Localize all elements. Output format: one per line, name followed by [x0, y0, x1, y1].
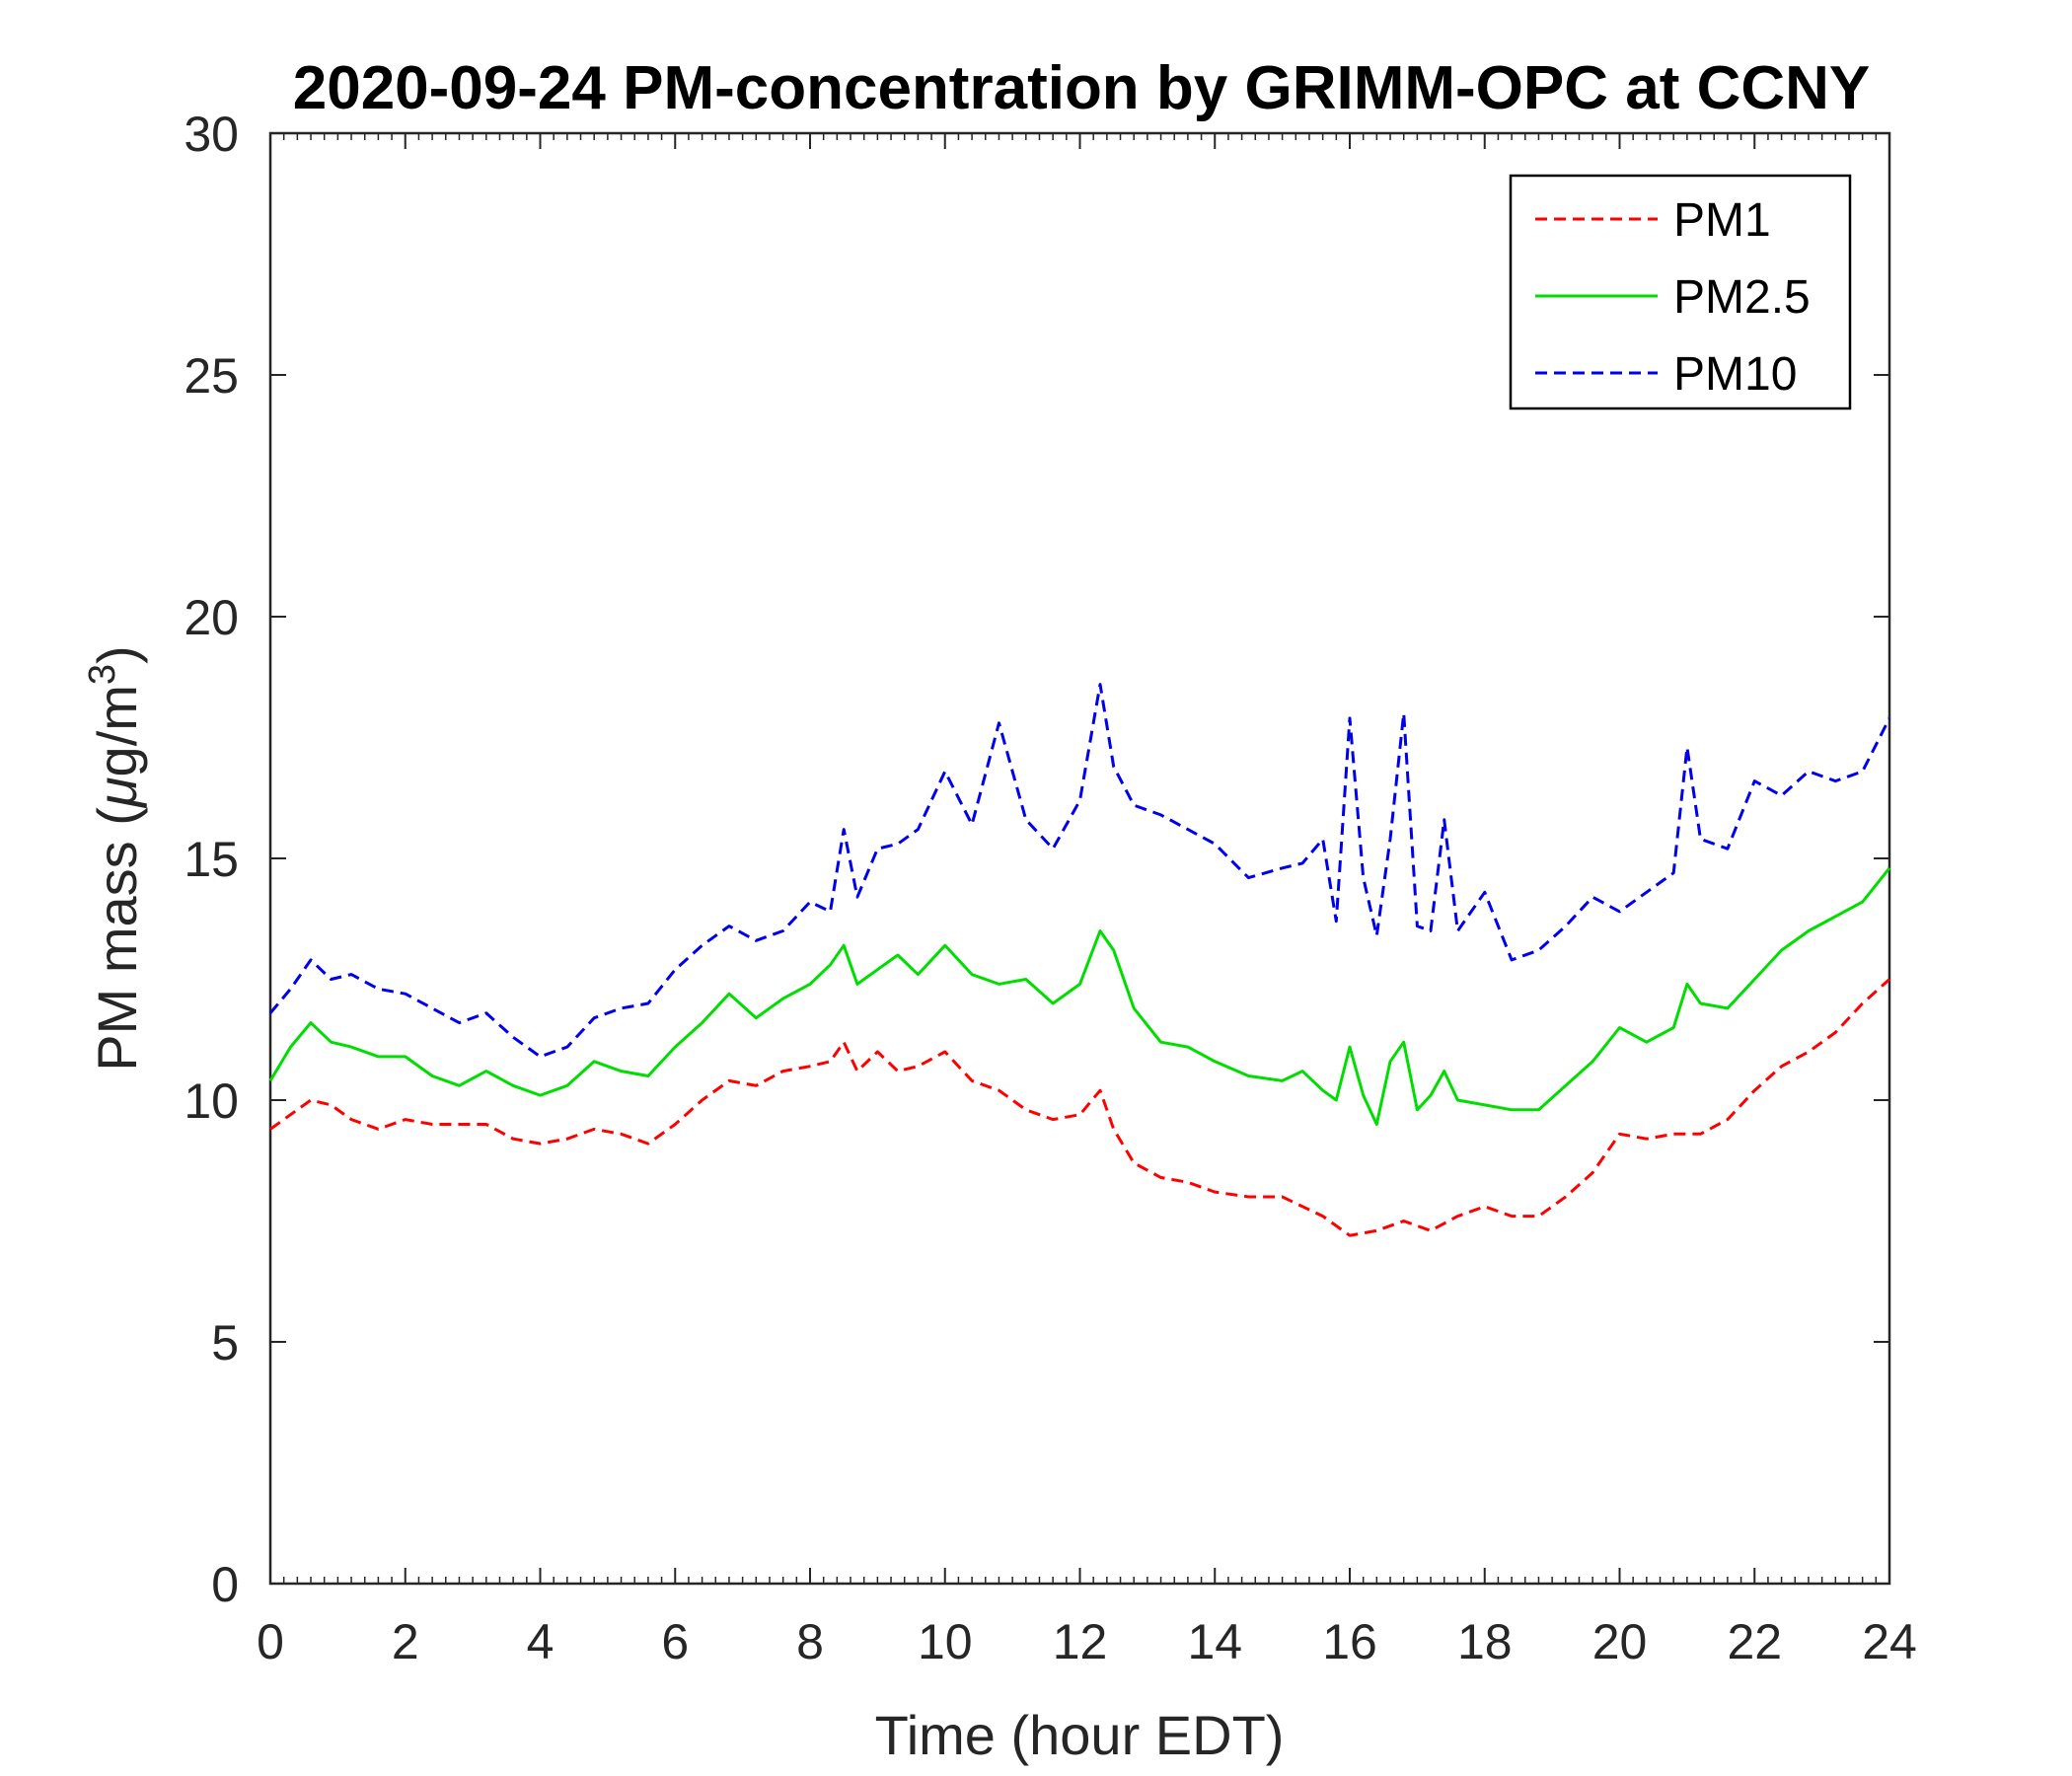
y-axis-label-mu: μ — [86, 777, 148, 809]
legend-label: PM2.5 — [1673, 271, 1811, 324]
y-tick-label: 10 — [184, 1073, 239, 1129]
y-axis-label-main: PM mass ( — [86, 807, 148, 1072]
y-axis-label-unit: g/m — [86, 685, 148, 777]
legend-label: PM1 — [1673, 194, 1771, 247]
y-tick-label: 5 — [211, 1315, 239, 1370]
x-tick-label: 10 — [918, 1614, 973, 1669]
y-tick-label: 30 — [184, 107, 239, 162]
x-tick-label: 0 — [257, 1614, 284, 1669]
y-tick-label: 0 — [211, 1557, 239, 1612]
y-tick-label: 15 — [184, 832, 239, 887]
legend-label: PM10 — [1673, 348, 1797, 401]
x-tick-label: 20 — [1592, 1614, 1648, 1669]
x-tick-label: 24 — [1862, 1614, 1917, 1669]
legend: PM1 PM2.5 PM10 — [1509, 174, 1852, 410]
y-axis-ticks: 0 5 10 15 20 25 30 — [184, 107, 1889, 1612]
x-tick-label: 14 — [1187, 1614, 1242, 1669]
x-tick-label: 4 — [527, 1614, 555, 1669]
x-axis-ticks: 0 2 4 6 8 10 12 14 16 18 20 22 24 — [257, 133, 1917, 1669]
y-axis-label-sup: 3 — [82, 664, 123, 685]
x-tick-label: 16 — [1322, 1614, 1377, 1669]
series-pm1-line — [269, 978, 1891, 1237]
x-tick-label: 18 — [1457, 1614, 1513, 1669]
series-pm10-line — [268, 683, 1891, 1059]
x-tick-label: 6 — [661, 1614, 689, 1669]
y-tick-label: 20 — [184, 590, 239, 645]
y-axis-label: PM mass (μg/m3) — [82, 645, 148, 1071]
x-axis-label: Time (hour EDT) — [875, 1704, 1285, 1766]
series-pm25-line — [268, 866, 1891, 1126]
chart-title: 2020-09-24 PM-concentration by GRIMM-OPC… — [293, 54, 1871, 122]
legend-box — [1509, 174, 1852, 410]
x-tick-label: 2 — [392, 1614, 419, 1669]
x-minor-ticks — [269, 133, 1890, 1584]
x-tick-label: 8 — [796, 1614, 824, 1669]
series-lines — [268, 683, 1891, 1237]
x-tick-label: 12 — [1053, 1614, 1108, 1669]
x-tick-label: 22 — [1727, 1614, 1782, 1669]
y-tick-label: 25 — [184, 348, 239, 404]
y-axis-label-close: ) — [86, 645, 148, 664]
